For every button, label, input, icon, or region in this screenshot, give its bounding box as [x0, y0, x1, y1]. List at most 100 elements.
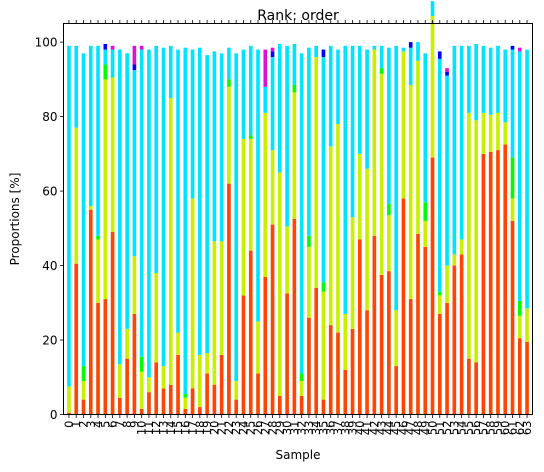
bar-segment-29-s3: [278, 43, 282, 173]
y-tick-label-40: 40: [42, 259, 57, 273]
bar-segment-27-s3: [263, 86, 268, 113]
bar-segment-63-s1: [525, 308, 529, 342]
bar-segment-10-s0: [139, 408, 144, 415]
bar-segment-58-s0: [488, 151, 493, 415]
bar-segment-57-s0: [481, 153, 486, 415]
bar-segment-8-s0: [125, 358, 129, 415]
bar-segment-60-s3: [503, 49, 508, 123]
bar-segment-11-s1: [147, 377, 151, 393]
x-axis-label: Sample: [276, 448, 321, 462]
bar-segment-62-s3: [517, 51, 522, 301]
bar-segment-40-s3: [357, 45, 362, 154]
x-tick-label-49: 49: [418, 421, 432, 436]
x-tick-label-2: 2: [77, 421, 91, 428]
x-tick-label-20: 20: [207, 421, 221, 436]
bar-segment-22-s2: [227, 79, 231, 87]
bar-segment-35-s1: [321, 291, 326, 400]
bar-segment-52-s4: [445, 71, 449, 76]
bar-segment-28-s3: [270, 57, 275, 151]
x-tick-label-39: 39: [346, 421, 360, 436]
bar-segment-9-s1: [132, 256, 137, 314]
bar-segment-11-s0: [147, 392, 151, 415]
x-tick-label-8: 8: [120, 421, 134, 428]
bar-segment-21-s0: [219, 354, 224, 415]
bar-segment-18-s0: [198, 407, 202, 415]
bar-segment-46-s0: [401, 198, 406, 415]
bar-segment-51-s0: [437, 313, 442, 415]
bar-segment-38-s3: [343, 45, 348, 314]
x-tick-label-25: 25: [244, 421, 258, 436]
bar-segment-15-s0: [176, 354, 180, 415]
bar-segment-2-s3: [81, 53, 86, 367]
bar-segment-30-s1: [285, 226, 289, 294]
bar-segment-9-s0: [132, 313, 137, 415]
x-tick-label-19: 19: [200, 421, 214, 436]
bar-segment-63-s3: [525, 49, 529, 309]
bar-segment-43-s1: [379, 73, 384, 275]
bar-segment-35-s4: [321, 49, 326, 58]
x-tick-label-30: 30: [280, 421, 294, 436]
bar-segment-34-s0: [314, 287, 318, 415]
bar-segment-35-s3: [321, 57, 326, 283]
bar-segment-53-s0: [452, 265, 457, 415]
bar-segment-10-s5: [139, 45, 144, 50]
bar-segment-24-s1: [241, 138, 246, 296]
bar-segment-61-s2: [510, 157, 515, 199]
bar-segment-42-s3: [372, 45, 377, 50]
bar-segment-17-s3: [190, 49, 195, 199]
bar-segment-6-s5: [110, 45, 115, 50]
x-tick-label-47: 47: [404, 421, 418, 436]
x-tick-label-18: 18: [193, 421, 207, 436]
bar-segment-24-s0: [241, 295, 246, 415]
bar-segment-6-s1: [110, 77, 115, 233]
x-tick-label-27: 27: [258, 421, 272, 436]
bar-segment-30-s0: [285, 293, 289, 415]
bar-segment-22-s3: [227, 47, 231, 80]
bar-segment-57-s3: [481, 45, 486, 113]
bar-segment-27-s1: [263, 112, 268, 277]
bar-segment-14-s3: [168, 45, 173, 98]
x-tick-label-37: 37: [331, 421, 345, 436]
bar-segment-28-s1: [270, 150, 275, 225]
bars-layer: [67, 1, 529, 415]
bar-segment-51-s4: [437, 51, 442, 59]
bar-segment-4-s0: [96, 302, 100, 415]
bar-segment-23-s0: [234, 399, 239, 415]
x-tick-label-55: 55: [462, 421, 476, 436]
x-tick-label-4: 4: [91, 421, 105, 428]
x-tick-label-16: 16: [178, 421, 192, 436]
bar-segment-33-s1: [307, 246, 311, 318]
bar-segment-25-s2: [248, 135, 253, 139]
bar-segment-0-s1: [67, 386, 71, 413]
bar-segment-29-s0: [278, 395, 282, 415]
bar-segment-10-s1: [139, 371, 144, 409]
bar-segment-1-s1: [74, 127, 79, 264]
bar-segment-59-s3: [496, 45, 500, 113]
bar-segment-19-s1: [205, 353, 209, 374]
y-tick-label-60: 60: [42, 185, 57, 199]
bar-segment-8-s3: [125, 53, 129, 329]
x-tick-label-44: 44: [382, 421, 396, 436]
bar-segment-10-s3: [139, 49, 144, 357]
x-tick-label-13: 13: [156, 421, 170, 436]
bar-segment-15-s3: [176, 49, 180, 333]
x-tick-label-6: 6: [106, 421, 120, 428]
bar-segment-50-s1: [430, 16, 435, 158]
bar-segment-12-s1: [154, 273, 159, 363]
bar-segment-0-s0: [67, 412, 71, 415]
bar-segment-4-s2: [96, 235, 100, 240]
x-tick-label-14: 14: [164, 421, 178, 436]
bar-segment-60-s0: [503, 144, 508, 415]
bar-segment-28-s5: [270, 47, 275, 52]
bar-segment-22-s0: [227, 183, 231, 415]
bar-segment-44-s0: [387, 271, 391, 415]
bar-segment-46-s3: [401, 47, 406, 52]
bar-segment-10-s2: [139, 356, 144, 372]
x-tick-label-36: 36: [324, 421, 338, 436]
x-tick-label-17: 17: [186, 421, 200, 436]
bar-segment-55-s0: [467, 358, 471, 415]
bar-segment-20-s3: [212, 51, 217, 242]
x-tick-label-7: 7: [113, 421, 127, 428]
bar-segment-32-s0: [299, 395, 304, 415]
bar-segment-19-s0: [205, 373, 209, 415]
